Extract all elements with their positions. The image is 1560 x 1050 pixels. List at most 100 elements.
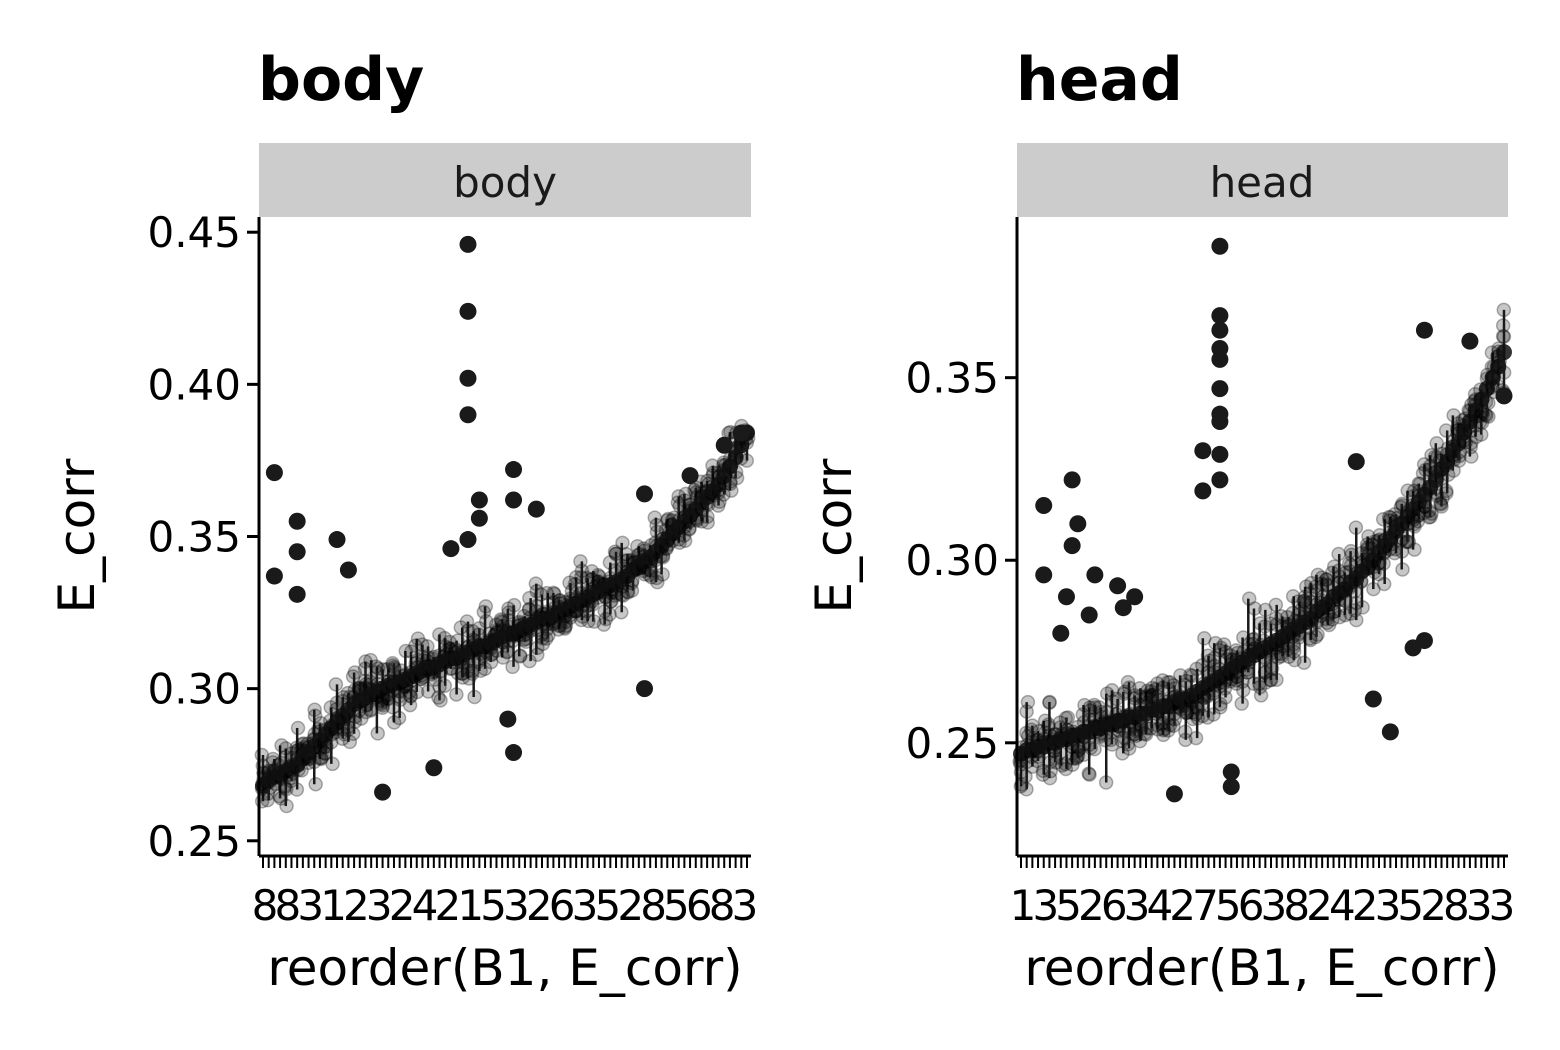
data-point [1464, 449, 1479, 464]
outlier-point [1211, 412, 1229, 430]
x-tick-label: 3 [1032, 881, 1059, 930]
outlier-point [636, 680, 654, 698]
data-point [314, 750, 329, 765]
x-tick-label: 2 [1352, 881, 1379, 930]
outlier-point [1126, 588, 1144, 606]
outlier-point [1063, 471, 1081, 489]
outlier-point [1114, 599, 1132, 617]
data-point [354, 711, 369, 726]
data-point [724, 483, 739, 498]
data-point [1208, 635, 1223, 651]
strip-head [1017, 143, 1508, 217]
outlier-point [636, 485, 654, 503]
data-point [615, 588, 631, 603]
outlier-point [1057, 588, 1075, 606]
y-tick-label: 0.25 [147, 817, 241, 866]
outlier-point [374, 783, 392, 801]
data-point [1481, 409, 1496, 424]
y-tick-label: 0.30 [147, 665, 241, 714]
x-tick-label: 4 [1329, 881, 1356, 930]
x-tick-label: 8 [709, 881, 736, 930]
x-tick-label: 1 [1010, 881, 1037, 930]
data-point [539, 631, 554, 646]
outlier-point [339, 561, 357, 579]
y-axis-title-body: E_corr [48, 458, 106, 613]
x-tick-label: 5 [1055, 881, 1082, 930]
x-axis-title-head: reorder(B1, E_corr) [1024, 939, 1499, 997]
outlier-point [1461, 332, 1479, 350]
outlier-point [1364, 690, 1382, 708]
outlier-point [328, 531, 346, 549]
data-point [342, 734, 358, 750]
outlier-point [505, 491, 523, 509]
x-tick-label: 6 [686, 881, 713, 930]
x-tick-label: 2 [434, 881, 461, 930]
data-point [729, 470, 745, 486]
x-tick-label: 8 [252, 881, 279, 930]
x-tick-label: 3 [366, 881, 393, 930]
x-tick-label: 1 [320, 881, 347, 930]
outlier-point [527, 500, 545, 518]
y-ticks-body: 0.25 0.30 0.35 0.40 0.45 [147, 208, 259, 866]
outlier-point [1194, 482, 1212, 500]
x-tick-label: 5 [1215, 881, 1242, 930]
x-tick-label: 2 [526, 881, 553, 930]
data-point [1060, 710, 1076, 725]
x-tick-label: 2 [1169, 881, 1196, 930]
outlier-point [1222, 778, 1240, 796]
x-tick-label: 2 [1078, 881, 1105, 930]
x-tick-label: 2 [389, 881, 416, 930]
x-tick-label: 2 [617, 881, 644, 930]
panel-head: head head 0.250.300.35 13526342756382423… [805, 45, 1515, 997]
x-tick-label: 7 [1192, 881, 1219, 930]
strip-label-body: body [453, 158, 557, 207]
panel-title-body: body [258, 45, 424, 115]
outlier-point [1495, 387, 1513, 405]
data-point [618, 546, 634, 562]
outlier-point [459, 369, 477, 387]
outlier-point [1211, 307, 1229, 325]
x-tick-label: 8 [1283, 881, 1310, 930]
x-tick-label: 5 [663, 881, 690, 930]
outlier-point [459, 531, 477, 549]
outlier-point [1415, 632, 1433, 650]
data-point [1481, 395, 1496, 411]
x-tick-label: 5 [480, 881, 507, 930]
outlier-point [1194, 442, 1212, 460]
outlier-point [470, 509, 488, 527]
data-point [1069, 751, 1084, 766]
data-point [1253, 688, 1269, 703]
data-point [1321, 617, 1337, 633]
outlier-point [1347, 453, 1365, 471]
outlier-point [715, 436, 733, 454]
x-tick-label: 5 [594, 881, 621, 930]
outlier-point [1211, 445, 1229, 463]
outlier-point [499, 710, 517, 728]
x-tick-label: 3 [732, 881, 759, 930]
data-point [678, 486, 694, 502]
y-tick-label: 0.30 [905, 536, 999, 585]
outlier-point [681, 467, 699, 485]
x-tick-label: 4 [1146, 881, 1173, 930]
data-point [573, 554, 588, 569]
outlier-point [1109, 577, 1127, 595]
x-tick-label: 3 [503, 881, 530, 930]
x-ticks-body [262, 856, 748, 868]
data-point [1407, 519, 1422, 534]
outlier-point [1069, 515, 1087, 533]
x-tick-label: 3 [1466, 881, 1493, 930]
data-point [1463, 435, 1479, 451]
x-tick-label: 8 [640, 881, 667, 930]
y-axis-title-head: E_corr [805, 458, 863, 613]
outlier-point [505, 461, 523, 479]
x-tick-label: 6 [1238, 881, 1265, 930]
outlier-point [1165, 785, 1183, 803]
x-axis-title-body: reorder(B1, E_corr) [267, 939, 742, 997]
y-ticks-head: 0.25 0.30 0.35 [905, 354, 1017, 768]
data-point [584, 563, 600, 579]
data-point [630, 538, 645, 554]
outlier-point [1211, 350, 1229, 368]
outlier-point [1052, 624, 1070, 642]
outlier-point [470, 491, 488, 509]
